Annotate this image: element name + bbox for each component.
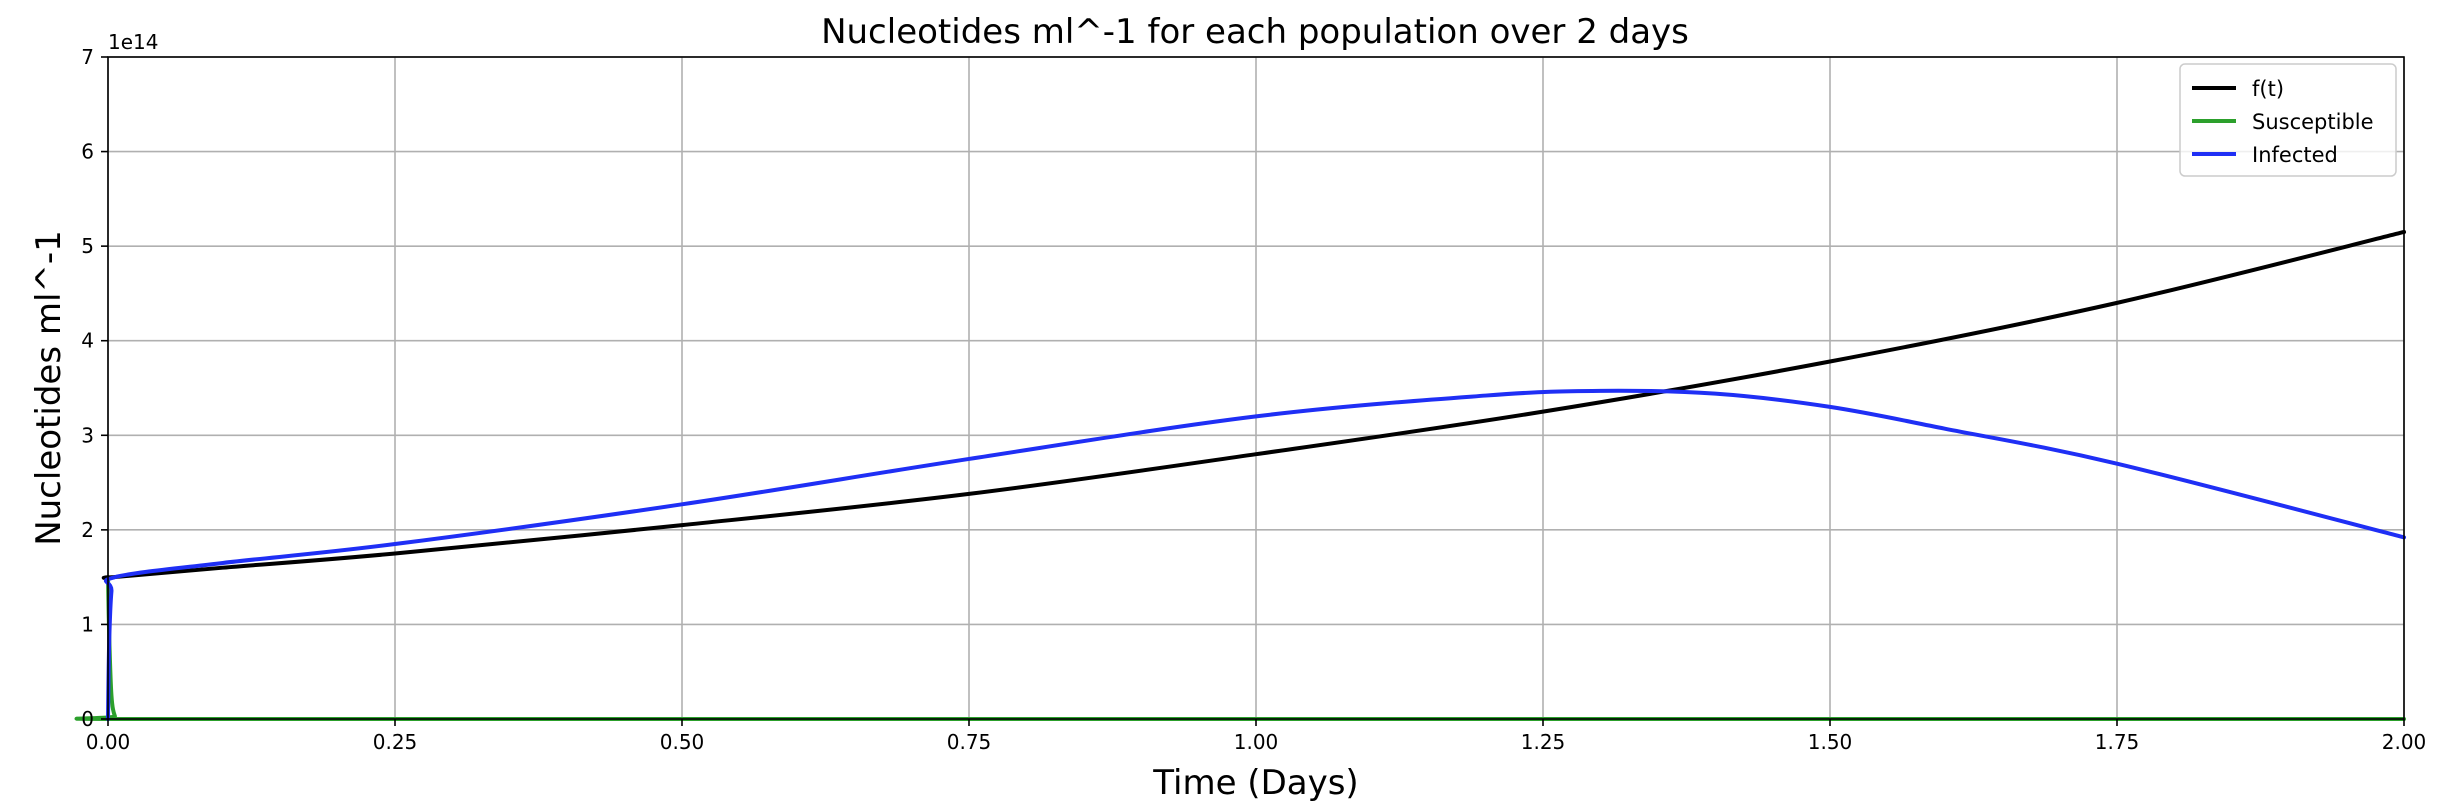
- legend-label-susceptible: Susceptible: [2252, 110, 2374, 134]
- x-tick-label: 1.50: [1808, 730, 1853, 754]
- x-axis-label: Time (Days): [1152, 763, 1358, 802]
- x-tick-label: 0.00: [86, 730, 131, 754]
- x-tick-label: 1.75: [2095, 730, 2140, 754]
- y-tick-label: 5: [81, 234, 94, 258]
- y-tick-label: 4: [81, 329, 94, 353]
- series-line-susceptible: [74, 575, 2406, 722]
- y-tick-label: 1: [81, 612, 94, 636]
- grid: [107, 56, 2405, 720]
- y-tick-label: 2: [81, 518, 94, 542]
- x-tick-label: 1.00: [1234, 730, 1279, 754]
- x-tick-label: 1.25: [1521, 730, 1566, 754]
- legend-label-f-t: f(t): [2252, 77, 2284, 101]
- chart-title: Nucleotides ml^-1 for each population ov…: [821, 12, 1689, 52]
- legend-box: [2179, 63, 2397, 177]
- y-tick-label: 7: [81, 45, 94, 69]
- y-axis-ticks: 0 1 2 3 4 5 6 7: [81, 45, 108, 731]
- legend-label-infected: Infected: [2252, 143, 2338, 167]
- y-axis-offset-label: 1e14: [108, 30, 158, 54]
- series-line-f-t: [101, 229, 2406, 580]
- x-tick-label: 0.75: [947, 730, 992, 754]
- x-tick-label: 2.00: [2382, 730, 2427, 754]
- y-axis-label: Nucleotides ml^-1: [29, 230, 69, 546]
- x-tick-label: 0.25: [373, 730, 418, 754]
- y-tick-label: 3: [81, 423, 94, 447]
- y-tick-label: 6: [81, 140, 94, 164]
- legend: f(t) Susceptible Infected: [2179, 63, 2397, 177]
- x-tick-label: 0.50: [660, 730, 705, 754]
- y-tick-label: 0: [81, 707, 94, 731]
- x-axis-ticks: 0.00 0.25 0.50 0.75 1.00 1.25 1.50 1.75 2.00: [86, 719, 2427, 754]
- series-lines: [74, 229, 2406, 722]
- series-line-infected: [103, 388, 2406, 721]
